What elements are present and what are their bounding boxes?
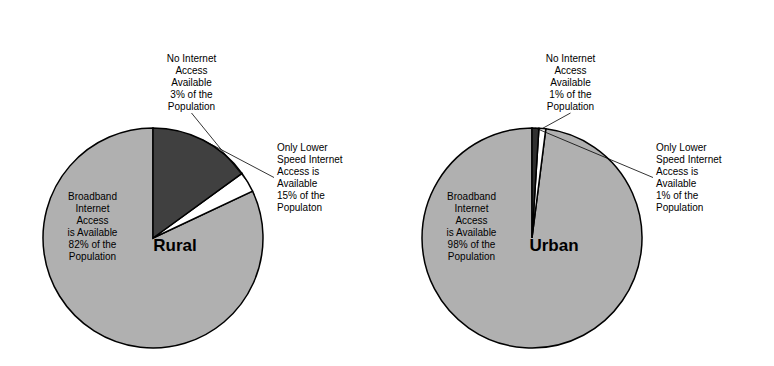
svg-text:Only LowerSpeed InternetAccess: Only LowerSpeed InternetAccess isAvailab… [656,141,722,212]
svg-text:BroadbandInternetAccessis Avai: BroadbandInternetAccessis Available98% o… [447,191,497,262]
svg-text:No InternetAccessAvailable1% o: No InternetAccessAvailable1% of thePopul… [546,53,596,112]
svg-text:No InternetAccessAvailable3% o: No InternetAccessAvailable3% of thePopul… [167,53,217,112]
svg-text:Urban: Urban [529,236,578,255]
svg-text:Rural: Rural [153,236,196,255]
svg-text:BroadbandInternetAccessis Avai: BroadbandInternetAccessis Available82% o… [68,191,118,262]
svg-text:Only LowerSpeed InternetAccess: Only LowerSpeed InternetAccess isAvailab… [277,141,343,212]
